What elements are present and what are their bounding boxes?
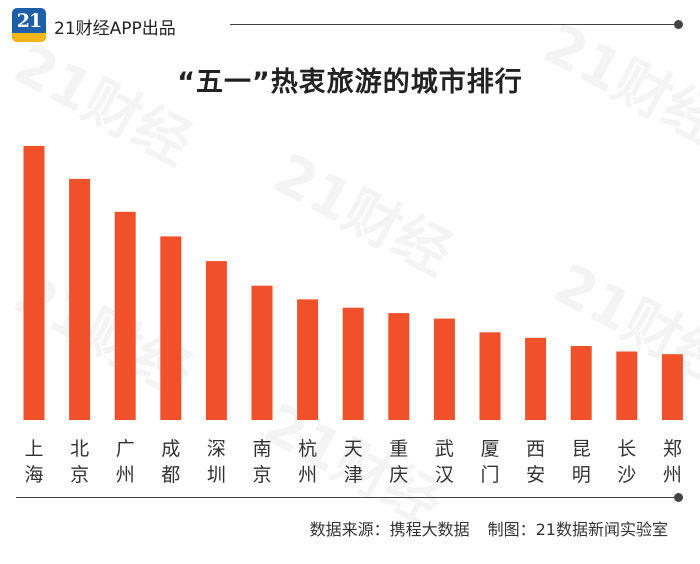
logo-number: 21	[16, 10, 42, 32]
bar-5	[251, 285, 273, 420]
category-label-6-char-0: 杭	[298, 438, 317, 460]
bar-8	[388, 313, 410, 420]
category-label-11-char-0: 西	[526, 438, 545, 460]
data-source: 数据来源：携程大数据	[309, 520, 470, 539]
category-label-2-char-1: 州	[116, 464, 135, 486]
bar-6	[297, 299, 319, 420]
category-label-1-char-1: 京	[70, 464, 89, 486]
category-label-10-char-1: 门	[480, 464, 499, 486]
footer-divider-dot	[674, 493, 683, 502]
category-label-8-char-0: 重	[389, 438, 408, 460]
brand-label: 21财经APP出品	[54, 19, 176, 39]
category-label-4-char-1: 圳	[207, 464, 226, 486]
category-label-5-char-0: 南	[252, 438, 271, 460]
header-divider	[230, 24, 676, 25]
category-label-7-char-1: 津	[344, 464, 363, 486]
bar-3	[160, 236, 182, 420]
category-label-11-char-1: 安	[526, 464, 545, 486]
category-label-0-char-1: 海	[24, 464, 43, 486]
category-label-14-char-1: 州	[663, 464, 682, 486]
category-label-12-char-0: 昆	[572, 438, 591, 460]
header: 21 21财经APP出品	[12, 8, 688, 42]
bar-1	[69, 178, 91, 420]
category-label-5-char-1: 京	[252, 464, 271, 486]
footer-divider	[16, 497, 676, 498]
bar-2	[114, 211, 136, 420]
footer: 数据来源：携程大数据 制图：21数据新闻实验室	[0, 516, 668, 540]
bar-4	[205, 261, 227, 420]
category-label-13-char-0: 长	[617, 438, 636, 460]
category-label-4-char-0: 深	[207, 438, 226, 460]
category-label-12-char-1: 明	[572, 464, 591, 486]
category-label-0-char-0: 上	[24, 438, 43, 460]
category-label-7-char-0: 天	[344, 438, 363, 460]
category-label-3-char-1: 都	[161, 464, 180, 486]
bar-9	[433, 318, 455, 420]
category-label-2-char-0: 广	[116, 438, 135, 460]
logo-band	[12, 33, 46, 42]
chart-title: “五一”热衷旅游的城市排行	[177, 67, 523, 98]
bar-13	[616, 351, 638, 420]
category-label-8-char-1: 庆	[389, 464, 408, 486]
bar-0	[23, 146, 45, 420]
category-label-1-char-0: 北	[70, 438, 89, 460]
bar-7	[342, 307, 364, 420]
bar-14	[661, 354, 683, 420]
category-label-6-char-1: 州	[298, 464, 317, 486]
category-label-9-char-0: 武	[435, 438, 454, 460]
bar-11	[525, 337, 547, 420]
category-label-3-char-0: 成	[161, 438, 180, 460]
bar-10	[479, 332, 501, 420]
brand-logo: 21	[12, 8, 46, 42]
chart-producer: 制图：21数据新闻实验室	[487, 520, 668, 539]
bar-12	[570, 346, 592, 420]
header-divider-dot	[674, 20, 683, 29]
category-label-13-char-1: 沙	[617, 464, 636, 486]
category-label-10-char-0: 厦	[480, 438, 499, 460]
category-label-14-char-0: 郑	[663, 438, 682, 460]
category-label-9-char-1: 汉	[435, 464, 454, 486]
